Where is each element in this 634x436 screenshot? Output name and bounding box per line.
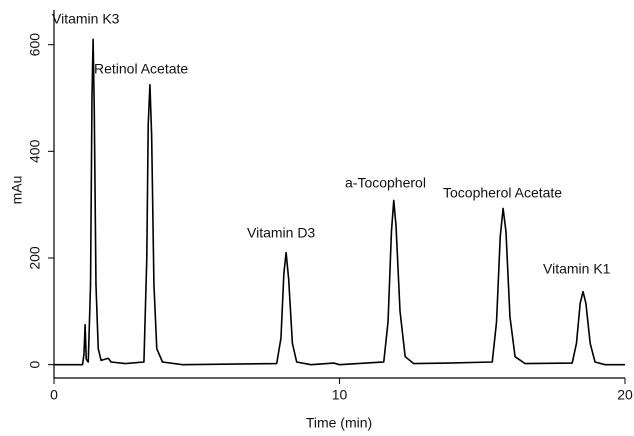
y-tick-label: 200 <box>27 246 43 270</box>
y-tick-label: 600 <box>27 33 43 57</box>
y-tick-label: 0 <box>27 361 43 369</box>
y-axis-label: mAu <box>9 176 25 205</box>
peak-label: Vitamin K3 <box>52 11 120 27</box>
x-tick-label: 20 <box>617 387 633 403</box>
peak-label: Retinol Acetate <box>94 61 188 77</box>
chromatogram-line <box>54 38 625 366</box>
x-tick-label: 0 <box>50 387 58 403</box>
x-tick-label: 10 <box>332 387 348 403</box>
peak-label: Vitamin D3 <box>247 225 315 241</box>
peak-label: Tocopherol Acetate <box>443 185 562 201</box>
x-axis-label: Time (min) <box>306 415 372 431</box>
peak-label: Vitamin K1 <box>543 261 611 277</box>
peak-label: a-Tocopherol <box>345 175 426 191</box>
y-tick-label: 400 <box>27 139 43 163</box>
